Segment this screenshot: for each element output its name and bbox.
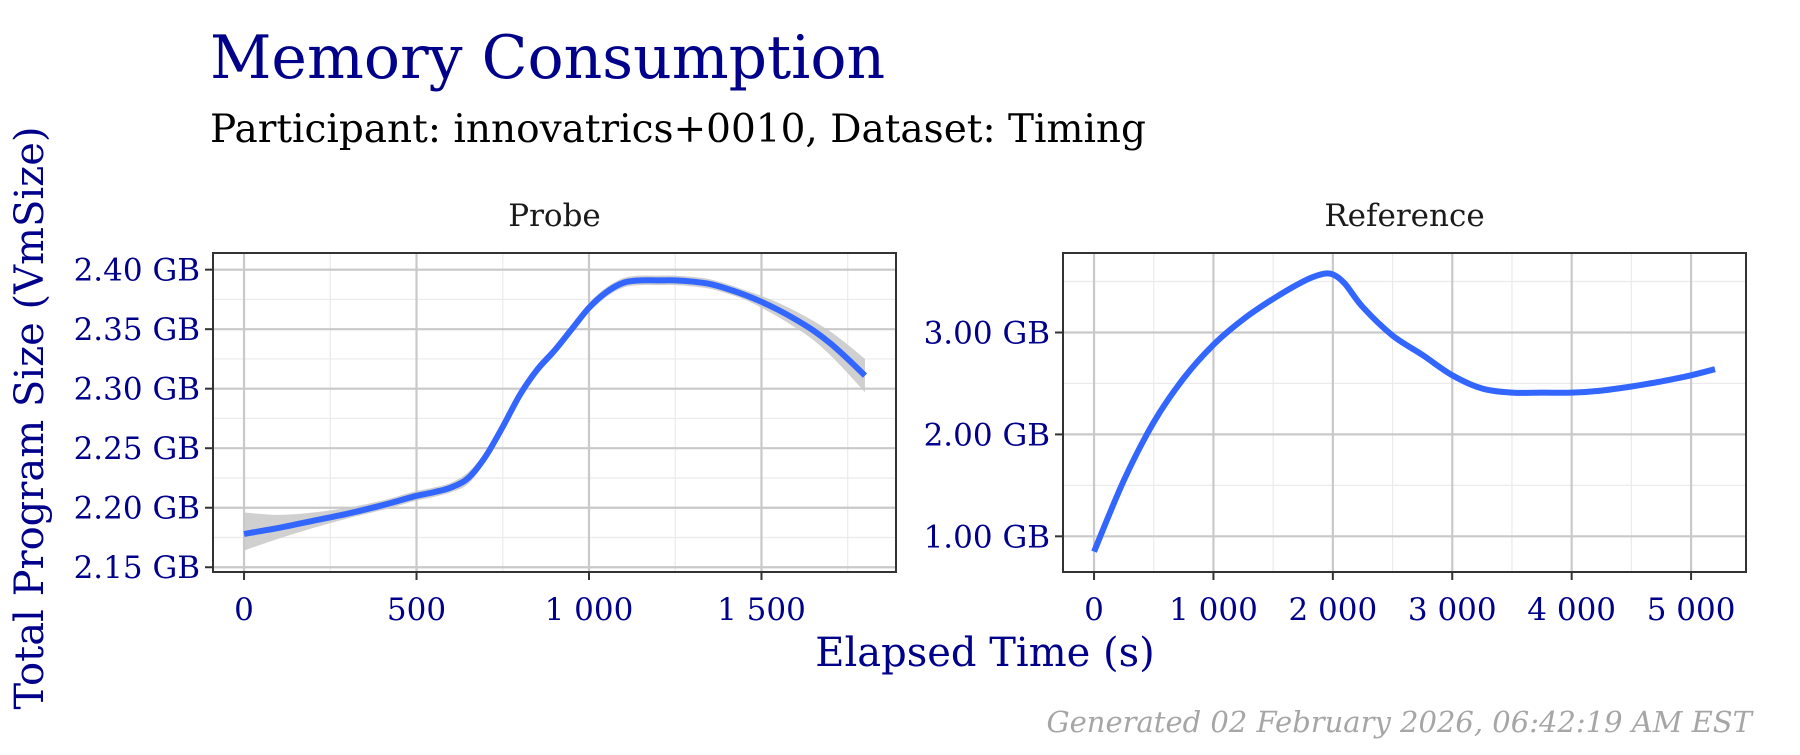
x-axis-title: Elapsed Time (s) [815, 630, 1155, 676]
generated-footer: Generated 02 February 2026, 06:42:19 AM … [1046, 705, 1754, 739]
x-tick-label: 4 000 [1527, 592, 1616, 628]
series-line [243, 277, 868, 537]
x-tick-label: 500 [387, 592, 446, 628]
panel-title-reference: Reference [1324, 198, 1484, 234]
chart-title: Memory Consumption [210, 23, 885, 93]
series-group-reference [1091, 270, 1716, 553]
y-tick-label: 2.30 GB [74, 372, 200, 408]
x-tick-label: 0 [234, 592, 254, 628]
x-tick-label: 3 000 [1408, 592, 1497, 628]
y-tick-label: 1.00 GB [924, 519, 1050, 555]
panels: Probe 0 500 1 000 1 500 2.15 GB 2.20 GB 2.25 GB… [74, 198, 1747, 628]
panel-probe: Probe 0 500 1 000 1 500 2.15 GB 2.20 GB 2.25 GB… [74, 198, 897, 628]
series-group-probe [243, 275, 868, 551]
panel-title-probe: Probe [508, 198, 601, 234]
confidence-band [244, 275, 865, 551]
x-tick-label: 2 000 [1288, 592, 1377, 628]
panel-reference: Reference 0 1 000 2 000 3 000 4 000 5 000 1.00 … [924, 198, 1747, 628]
y-tick-label: 2.35 GB [74, 312, 200, 348]
x-tick-label: 0 [1084, 592, 1104, 628]
y-tick-label: 2.15 GB [74, 550, 200, 586]
y-tick-label: 2.00 GB [924, 417, 1050, 453]
y-tick-label: 2.20 GB [74, 491, 200, 527]
series-line [1091, 270, 1716, 553]
x-tick-label: 5 000 [1647, 592, 1736, 628]
x-tick-label: 1 000 [1169, 592, 1258, 628]
y-tick-label: 3.00 GB [924, 315, 1050, 351]
y-tick-label: 2.25 GB [74, 431, 200, 467]
x-tick-label: 1 500 [717, 592, 806, 628]
panel-border [1062, 252, 1747, 573]
panel-border [212, 252, 897, 573]
x-tick-label: 1 000 [545, 592, 634, 628]
y-axis-title: Total Program Size (VmSize) [7, 126, 53, 709]
y-tick-label: 2.40 GB [74, 253, 200, 289]
chart-subtitle: Participant: innovatrics+0010, Dataset: … [210, 107, 1146, 152]
